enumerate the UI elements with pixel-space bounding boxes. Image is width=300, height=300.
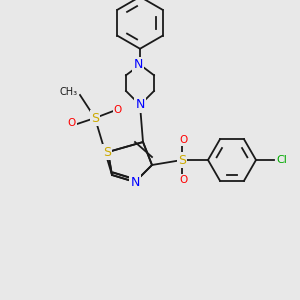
Text: N: N bbox=[130, 176, 140, 188]
Text: O: O bbox=[180, 135, 188, 145]
Text: S: S bbox=[178, 154, 186, 166]
Text: O: O bbox=[114, 105, 122, 115]
Text: N: N bbox=[133, 58, 143, 71]
Text: O: O bbox=[68, 118, 76, 128]
Text: CH₃: CH₃ bbox=[60, 87, 78, 97]
Text: N: N bbox=[135, 98, 145, 112]
Text: S: S bbox=[103, 146, 111, 158]
Text: O: O bbox=[180, 175, 188, 185]
Text: Cl: Cl bbox=[277, 155, 287, 165]
Text: S: S bbox=[91, 112, 99, 124]
